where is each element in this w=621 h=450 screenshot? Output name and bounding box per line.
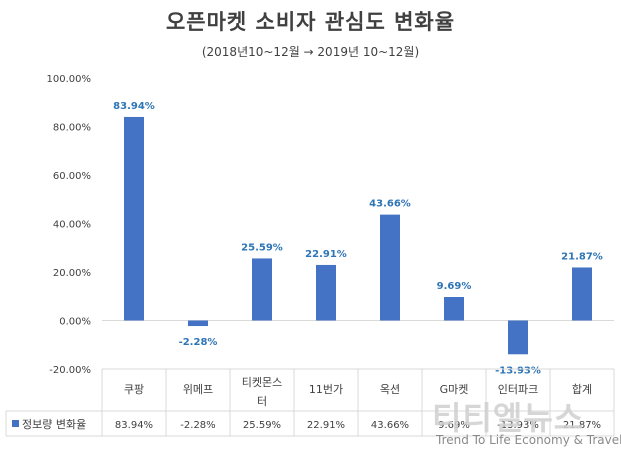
legend-label: 정보량 변화율 [22, 418, 86, 431]
category-label: 11번가 [309, 383, 343, 396]
bar [444, 297, 464, 321]
y-tick-label: -20.00% [49, 365, 91, 376]
data-label: -13.93% [495, 365, 541, 376]
chart-subtitle: (2018년10~12월 → 2019년 10~12월) [201, 45, 420, 59]
data-label: 43.66% [369, 199, 411, 210]
y-tick-label: 20.00% [53, 268, 91, 279]
bar [252, 258, 272, 321]
category-label: 인터파크 [498, 383, 538, 396]
table-value: 21.87% [563, 420, 601, 431]
category-label: G마켓 [440, 383, 469, 396]
table-value: 9.69% [438, 420, 470, 431]
data-label: 25.59% [241, 242, 283, 253]
bar [380, 214, 400, 321]
category-label: 위메프 [183, 383, 213, 396]
bar [316, 264, 336, 321]
data-label: 21.87% [561, 251, 603, 262]
table-value: 43.66% [371, 420, 409, 431]
bar [572, 267, 592, 321]
y-tick-label: 40.00% [53, 220, 91, 231]
y-tick-label: 60.00% [53, 171, 91, 182]
bar [124, 116, 144, 321]
table-value: 25.59% [243, 420, 281, 431]
watermark-tagline: Trend To Life Economy & Travel [436, 433, 621, 447]
bar [508, 320, 528, 355]
table-value: -13.93% [497, 420, 539, 431]
y-tick-label: 0.00% [59, 317, 91, 328]
legend-swatch [12, 420, 19, 427]
chart-title: 오픈마켓 소비자 관심도 변화율 [165, 10, 456, 34]
category-label: 티켓몬스 터 [242, 376, 282, 408]
data-label: 22.91% [305, 249, 347, 260]
watermark-logo: 티티엘뉴스 [432, 399, 585, 437]
y-tick-label: 100.00% [47, 74, 92, 85]
category-label: 합계 [572, 383, 592, 396]
data-label: 83.94% [113, 101, 155, 112]
table-value: -2.28% [180, 420, 215, 431]
data-label: 9.69% [437, 281, 472, 292]
table-value: 83.94% [115, 420, 153, 431]
data-label: -2.28% [179, 337, 218, 348]
y-tick-label: 80.00% [53, 123, 91, 134]
category-label: 옥션 [380, 383, 400, 396]
category-label: 쿠팡 [124, 383, 144, 396]
bar [188, 320, 208, 327]
table-value: 22.91% [307, 420, 345, 431]
